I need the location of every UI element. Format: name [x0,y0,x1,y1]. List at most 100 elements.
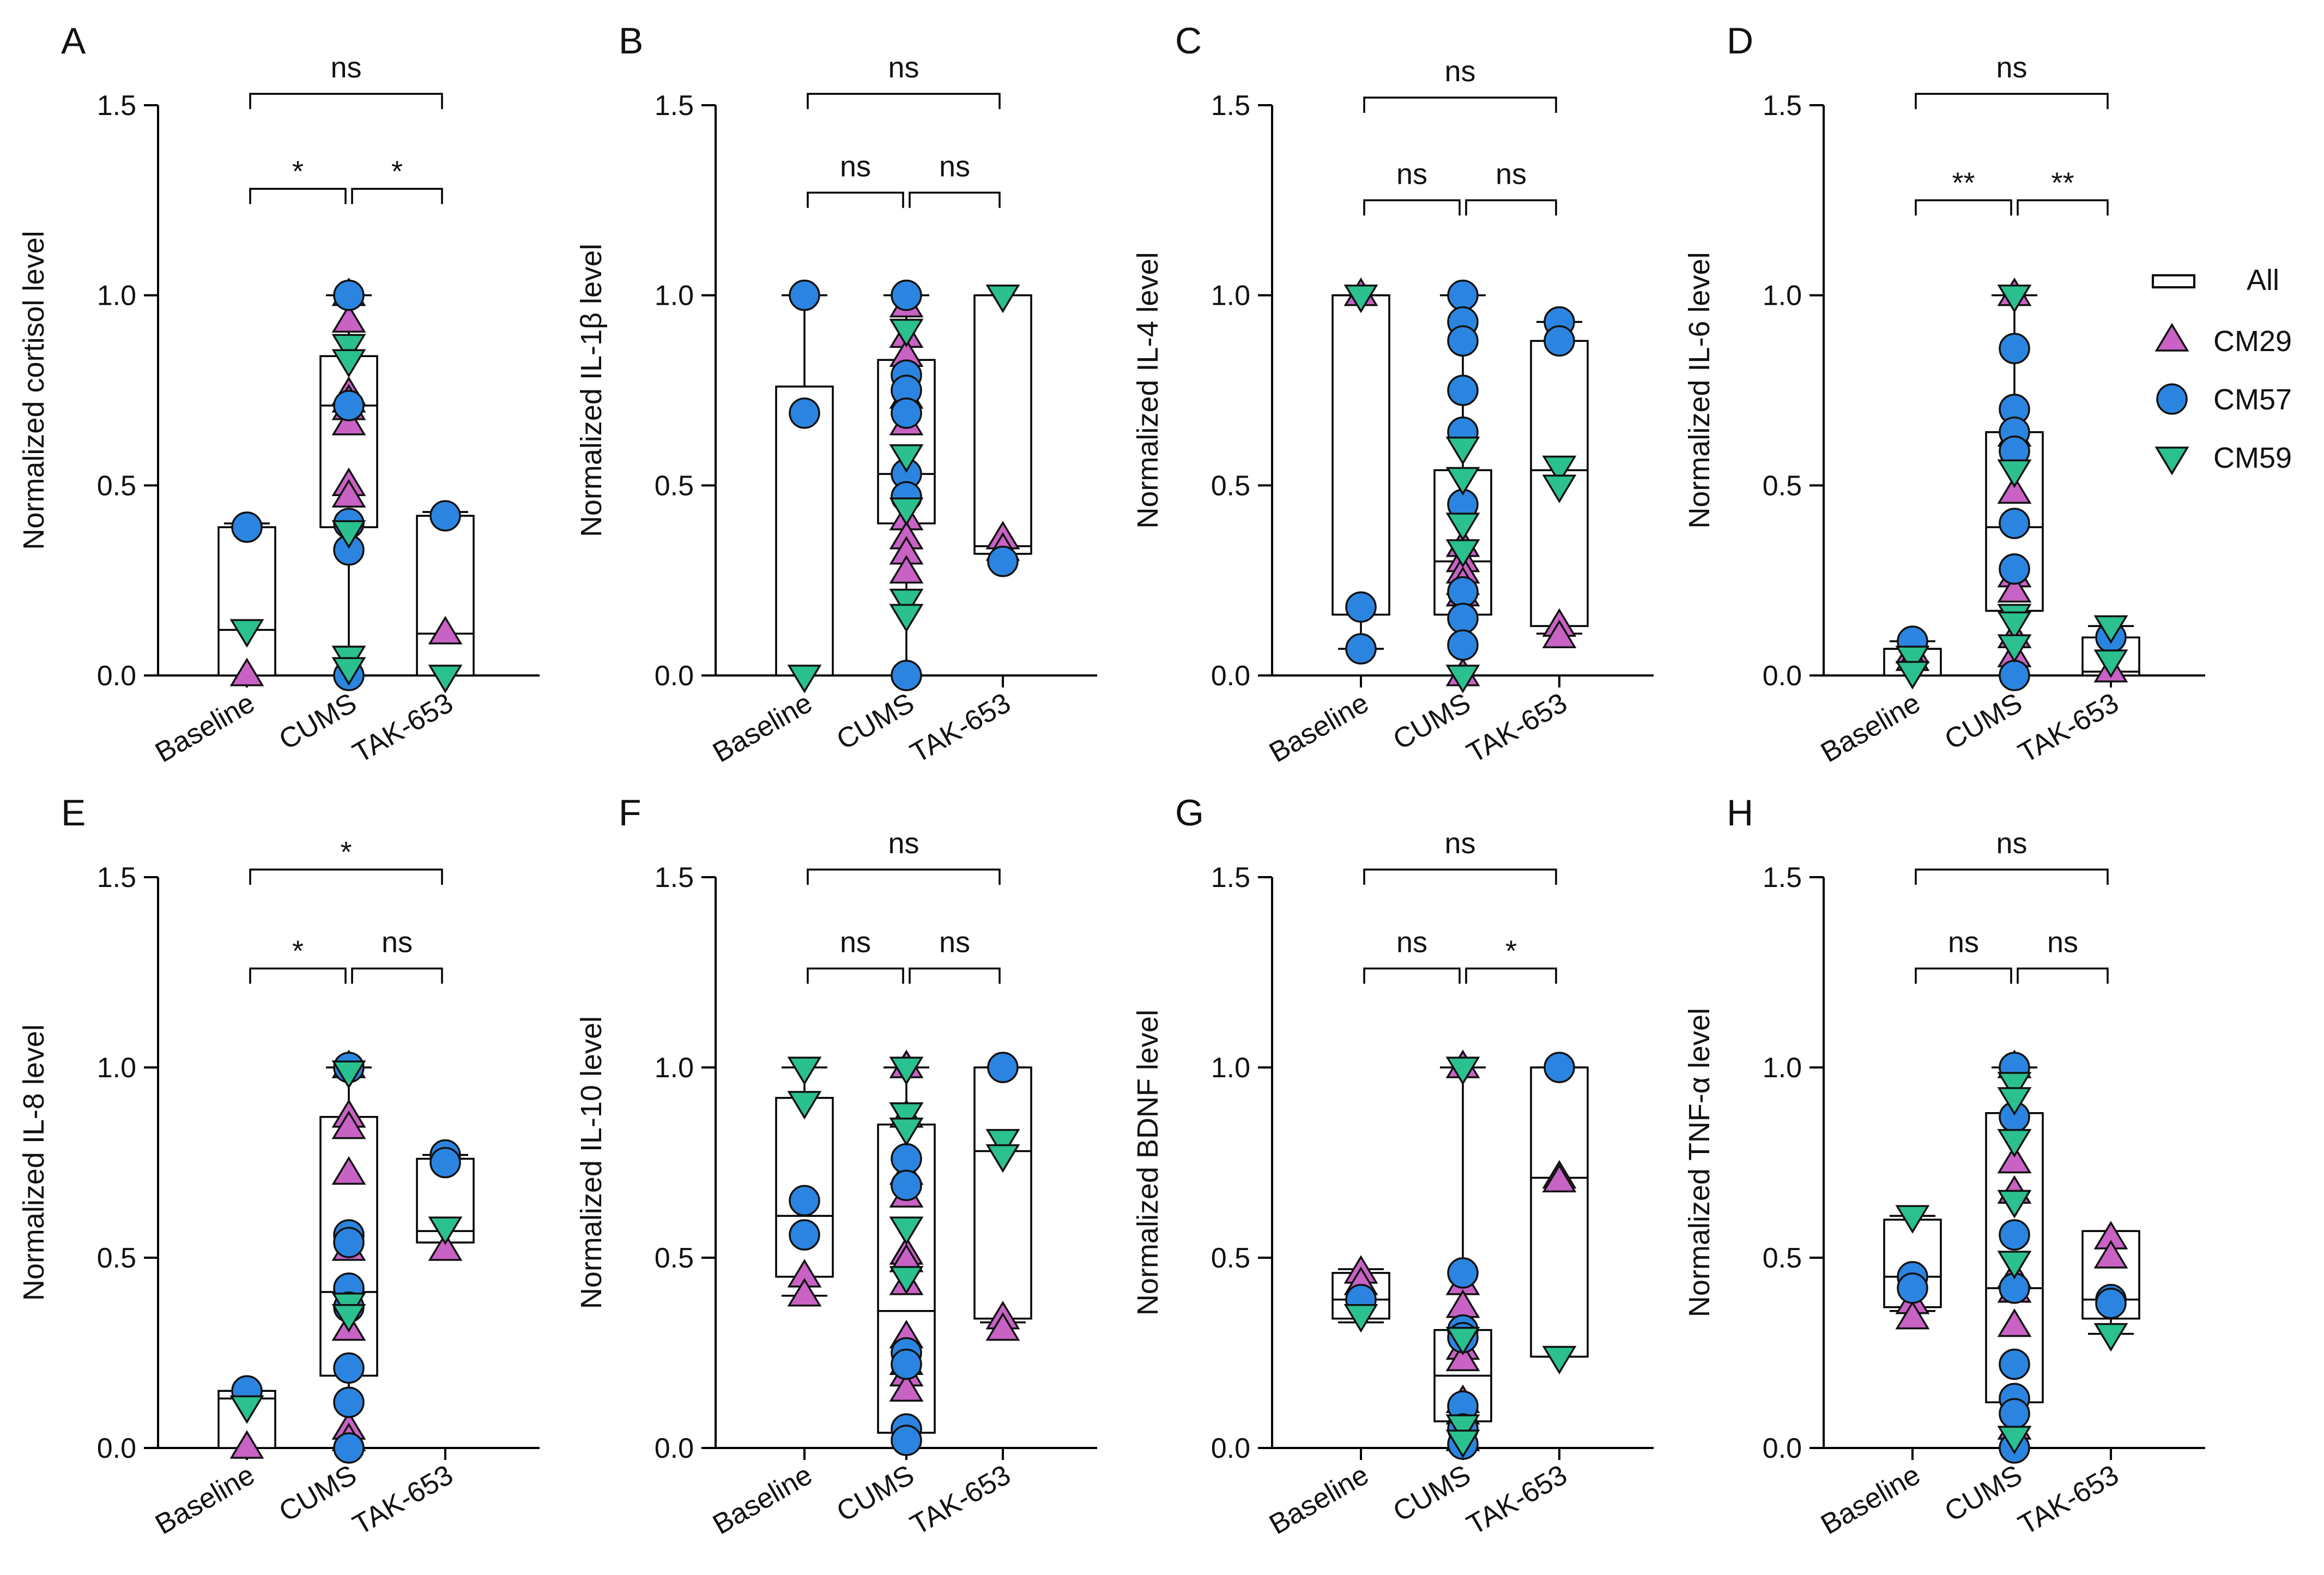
points-baseline [229,511,264,686]
x-tick-label-cums: CUMS [274,1459,362,1528]
significance-bracket: * [351,155,443,204]
bracket-line [1363,96,1557,113]
y-tick-label: 1.5 [1763,90,1802,122]
bracket-line [351,967,443,984]
y-axis-label: Normalized IL-4 level [1131,252,1164,528]
legend-label-cm29: CM29 [2213,325,2292,358]
bracket-line [1915,868,2109,885]
data-point-cm57 [891,1169,922,1202]
significance-label: ns [1396,158,1427,190]
data-point-cm59 [889,497,924,526]
data-point-cm59 [889,1216,924,1245]
data-point-cm29 [1997,574,2032,603]
y-tick-label: 1.0 [1763,1052,1802,1084]
iqr-box [1530,1066,1589,1358]
data-point-cm29 [2093,1240,2128,1269]
x-tick-label-baseline: Baseline [1264,687,1374,769]
iqr-box [775,385,834,677]
legend: All CM29 CM57 CM59 [2152,264,2292,475]
panel-letter: B [619,20,643,62]
data-point-cm59 [2093,649,2128,678]
bracket-line [1915,93,2109,110]
data-point-cm57 [987,546,1019,577]
y-tick-label: 0.5 [97,470,136,502]
iqr-box [973,294,1032,555]
box-tak-653 [973,294,1032,555]
x-tick-label-cums: CUMS [1388,687,1476,756]
legend-label-cm57: CM57 [2213,383,2292,416]
data-point-cm59 [331,349,366,378]
data-point-cm59 [1542,1345,1577,1375]
data-point-cm57 [1999,660,2030,691]
data-point-cm29 [331,1110,366,1139]
x-tick-label-tak-653: TAK-653 [348,1459,458,1541]
data-point-cm29 [331,479,366,508]
data-point-cm57 [987,1052,1019,1083]
panel-letter: E [61,792,86,834]
significance-bracket: ns [351,926,443,984]
legend-marker-cm59 [2154,446,2189,475]
y-axis-label: Normalized TNF-α level [1683,1008,1716,1317]
data-point-cm59 [428,665,463,693]
legend-box-swatch [2152,274,2195,288]
significance-bracket: ns [807,51,1001,110]
significance-label: ** [2051,166,2074,199]
y-tick-label: 1.5 [655,90,694,122]
data-point-cm57 [1447,629,1479,661]
panels-layer: A Normalized cortisol level 0.0 0.5 1.0 1.5 Ba… [17,20,2205,1541]
bracket-line [807,93,1001,110]
y-tick-label: 0.5 [1211,470,1250,502]
data-point-cm59 [331,520,366,549]
data-point-cm29 [1542,619,1577,648]
data-point-cm57 [1447,325,1479,357]
data-point-cm57 [1345,591,1377,623]
y-tick-label: 0.5 [655,1242,694,1274]
data-point-cm59 [1343,284,1378,313]
data-point-cm59 [1343,1304,1378,1333]
y-tick-label: 0.0 [1211,1433,1250,1464]
significance-bracket: ns [1363,158,1461,216]
data-point-cm29 [1895,1300,1930,1330]
data-point-cm59 [787,665,822,693]
points-tak-653 [1542,1052,1577,1375]
data-point-cm29 [1997,1308,2032,1337]
significance-bracket: ns [1465,158,1557,216]
data-point-cm57 [1544,1052,1575,1083]
data-point-cm59 [1445,1429,1480,1458]
x-tick-label-tak-653: TAK-653 [348,687,458,769]
bracket-line [1363,967,1461,984]
data-point-cm59 [889,604,924,633]
bracket-line [1363,868,1557,885]
significance-bracket: ns [807,150,904,208]
y-tick-label: 0.0 [97,1433,136,1464]
points-tak-653 [428,500,463,693]
data-point-cm59 [889,1057,924,1085]
iqr-box [416,515,475,677]
data-point-cm57 [1999,553,2030,585]
data-point-cm59 [1895,1205,1930,1234]
box-baseline [775,294,834,677]
y-tick-label: 0.5 [1211,1242,1250,1274]
data-point-cm59 [1445,1326,1480,1356]
bracket-line [1465,199,1557,216]
x-tick-label-tak-653: TAK-653 [1462,687,1572,769]
bracket-line [249,967,347,984]
significance-label: ns [2047,926,2078,959]
points-cums [331,277,366,691]
significance-bracket: * [249,935,347,984]
data-point-cm59 [1895,645,1930,674]
data-point-cm29 [889,555,924,584]
data-point-cm57 [333,1352,365,1384]
data-point-cm59 [1445,467,1480,496]
data-point-cm59 [331,1060,366,1089]
x-tick-label-cums: CUMS [1388,1459,1476,1528]
data-point-cm57 [891,1348,922,1380]
data-point-cm59 [787,1091,822,1120]
data-point-cm59 [1895,661,1930,690]
data-point-cm29 [331,407,366,436]
x-tick-label-baseline: Baseline [150,1459,260,1541]
data-point-cm57 [789,279,820,311]
x-tick-label-tak-653: TAK-653 [2013,1459,2124,1541]
significance-bracket: ns [909,926,1001,984]
